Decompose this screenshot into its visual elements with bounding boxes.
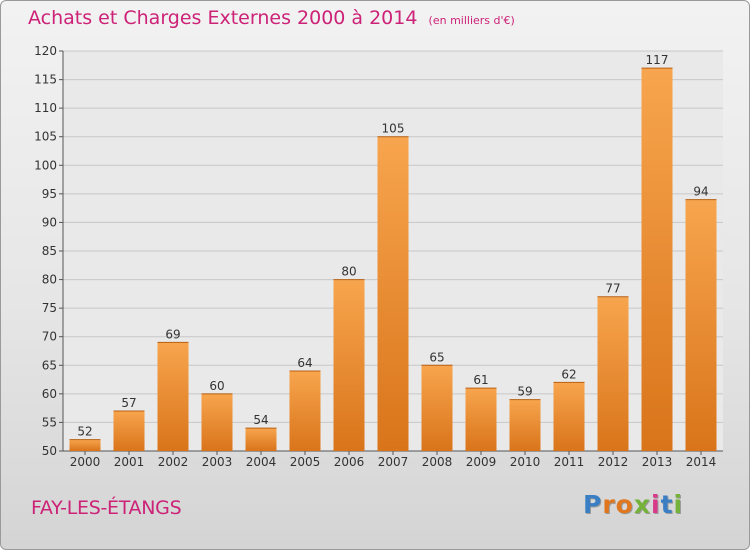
y-tick-label: 55	[42, 415, 57, 429]
data-label: 117	[646, 53, 669, 67]
data-label: 52	[77, 425, 92, 439]
y-tick-label: 80	[42, 273, 57, 287]
brand-letter: x	[633, 490, 651, 519]
bar	[465, 388, 497, 451]
y-tick-label: 95	[42, 187, 57, 201]
x-tick-label: 2013	[642, 455, 673, 469]
proxiti-logo: Proxiti	[583, 490, 683, 519]
x-tick-label: 2003	[202, 455, 233, 469]
data-label: 105	[382, 122, 405, 136]
y-tick-label: 110	[34, 101, 57, 115]
x-tick-label: 2011	[554, 455, 585, 469]
bar	[553, 382, 585, 451]
y-tick-label: 85	[42, 244, 57, 258]
title-row: Achats et Charges Externes 2000 à 2014 (…	[28, 7, 515, 29]
data-label: 57	[121, 396, 136, 410]
chart-unit: (en milliers d'€)	[428, 14, 515, 27]
y-tick-label: 75	[42, 301, 57, 315]
bar	[69, 439, 101, 451]
brand-letter: i	[651, 490, 661, 519]
data-label: 61	[473, 373, 488, 387]
brand-letter: r	[602, 490, 616, 519]
brand-letter: P	[583, 490, 603, 519]
bar	[509, 399, 541, 451]
data-label: 94	[693, 185, 708, 199]
bar	[641, 68, 673, 452]
data-label: 59	[517, 385, 532, 399]
chart-title: Achats et Charges Externes 2000 à 2014	[28, 7, 418, 29]
data-label: 62	[561, 367, 576, 381]
x-tick-label: 2012	[598, 455, 629, 469]
y-tick-label: 105	[34, 130, 57, 144]
x-tick-label: 2006	[334, 455, 365, 469]
y-tick-label: 60	[42, 387, 57, 401]
x-tick-label: 2001	[114, 455, 145, 469]
data-label: 54	[253, 413, 268, 427]
y-tick-label: 120	[34, 44, 57, 58]
bar	[289, 371, 321, 451]
bar	[685, 199, 717, 451]
y-tick-label: 65	[42, 358, 57, 372]
bar	[245, 428, 277, 451]
data-label: 65	[429, 350, 444, 364]
brand-letter: i	[673, 490, 684, 519]
bar	[157, 342, 189, 451]
brand-letter: t	[660, 490, 674, 519]
bar	[421, 365, 453, 451]
x-tick-label: 2009	[466, 455, 497, 469]
data-label: 60	[209, 379, 224, 393]
x-tick-label: 2004	[246, 455, 277, 469]
x-tick-label: 2000	[70, 455, 101, 469]
y-tick-label: 70	[42, 330, 57, 344]
x-tick-label: 2007	[378, 455, 409, 469]
x-tick-label: 2010	[510, 455, 541, 469]
bar	[113, 411, 145, 451]
y-tick-label: 90	[42, 215, 57, 229]
x-tick-label: 2008	[422, 455, 453, 469]
data-label: 77	[605, 282, 620, 296]
bar	[597, 296, 629, 451]
commune-name: FAY-LES-ÉTANGS	[31, 497, 182, 519]
data-label: 80	[341, 265, 356, 279]
data-label: 69	[165, 327, 180, 341]
y-tick-label: 50	[42, 444, 57, 458]
x-tick-label: 2002	[158, 455, 189, 469]
x-tick-label: 2014	[686, 455, 717, 469]
bar	[333, 279, 365, 451]
x-tick-label: 2005	[290, 455, 321, 469]
bar	[201, 393, 233, 451]
brand-letter: o	[615, 490, 634, 519]
y-tick-label: 100	[34, 158, 57, 172]
bar	[377, 136, 409, 451]
y-tick-label: 115	[34, 73, 57, 87]
data-label: 64	[297, 356, 312, 370]
